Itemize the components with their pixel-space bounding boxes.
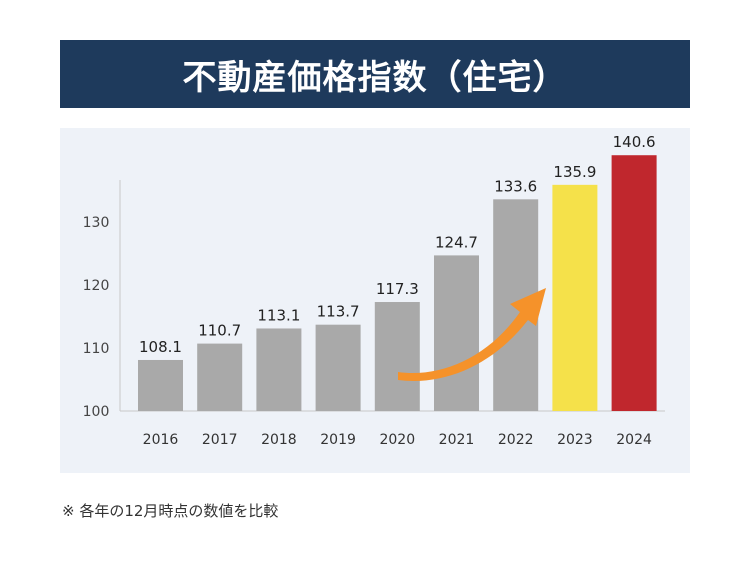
x-tick-label: 2017: [202, 432, 238, 448]
bar-2024: [611, 155, 657, 411]
x-tick-label: 2023: [557, 432, 593, 448]
x-tick-label: 2024: [616, 432, 652, 448]
x-tick-label: 2022: [498, 432, 534, 448]
footnote: ※ 各年の12月時点の数値を比較: [62, 502, 279, 520]
bar-2019: [315, 324, 361, 411]
data-label: 124.7: [435, 233, 478, 251]
trend-arrow-icon: [398, 288, 546, 381]
data-label: 110.7: [198, 322, 241, 340]
data-label: 113.1: [257, 306, 300, 324]
y-tick-label: 120: [83, 278, 110, 294]
y-tick-label: 110: [83, 341, 110, 357]
bar-2023: [552, 184, 598, 411]
bar-2016: [138, 359, 183, 411]
data-label: 108.1: [139, 338, 182, 356]
data-label: 140.6: [613, 133, 656, 151]
bar-2018: [256, 328, 302, 411]
data-label: 117.3: [376, 280, 419, 298]
y-tick-label: 130: [83, 215, 110, 231]
x-tick-label: 2020: [379, 432, 415, 448]
bar-2020: [374, 302, 420, 411]
bar-2021: [434, 255, 479, 411]
x-tick-label: 2021: [439, 432, 475, 448]
data-label: 133.6: [494, 177, 537, 195]
bar-2017: [197, 343, 243, 411]
data-label: 113.7: [317, 303, 360, 321]
data-label: 135.9: [553, 163, 596, 181]
chart-title-banner: 不動産価格指数（住宅）: [60, 40, 690, 108]
x-tick-label: 2016: [143, 432, 179, 448]
x-tick-label: 2019: [320, 432, 356, 448]
chart-title: 不動産価格指数（住宅）: [182, 57, 568, 98]
x-tick-label: 2018: [261, 432, 297, 448]
y-tick-label: 100: [83, 404, 110, 420]
